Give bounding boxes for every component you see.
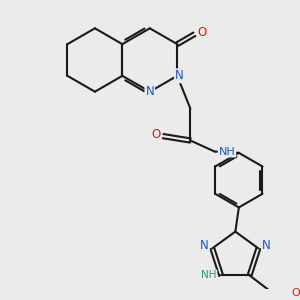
Text: NH: NH [201,270,217,280]
Text: O: O [151,128,160,141]
Text: O: O [198,26,207,38]
Text: N: N [262,239,271,252]
Text: NH: NH [219,146,236,157]
Text: N: N [200,239,209,252]
Text: N: N [146,85,154,98]
Text: O: O [291,288,300,298]
Text: N: N [175,69,184,82]
